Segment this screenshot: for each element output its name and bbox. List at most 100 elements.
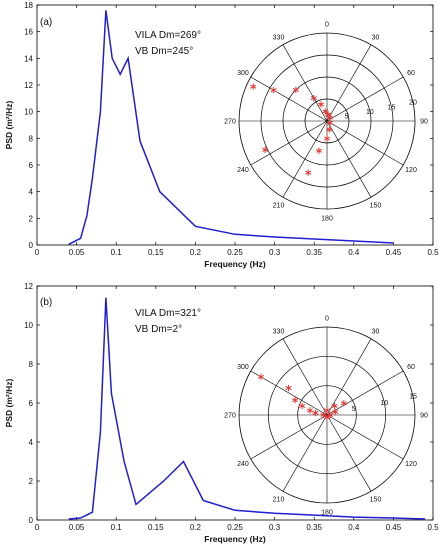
y-ticks-b: 0 2 4 6 8 10 12 bbox=[24, 282, 433, 525]
polar-radial-label: 20 bbox=[409, 100, 417, 107]
y-tick-label: 18 bbox=[24, 1, 33, 10]
polar-marker bbox=[326, 126, 333, 133]
panel-label-a: (a) bbox=[40, 17, 52, 28]
polar-angle-label: 30 bbox=[372, 34, 380, 41]
polar-radial-label: 10 bbox=[380, 400, 388, 407]
y-tick-label: 10 bbox=[24, 321, 33, 330]
polar-angle-label: 330 bbox=[273, 328, 285, 335]
polar-marker bbox=[306, 407, 314, 414]
y-tick-label: 4 bbox=[29, 438, 34, 447]
polar-angle-label: 300 bbox=[237, 70, 249, 77]
polar-marker bbox=[315, 147, 323, 154]
x-tick-label: 0.2 bbox=[190, 523, 202, 532]
panel-a: (a) VILA Dm=269° VB Dm=245° Frequency (H… bbox=[4, 1, 439, 269]
y-tick-label: 4 bbox=[29, 188, 34, 197]
polar-spoke bbox=[326, 414, 372, 492]
polar-angle-label: 210 bbox=[273, 497, 285, 504]
polar-marker bbox=[270, 87, 277, 94]
y-tick-label: 14 bbox=[24, 54, 33, 63]
panel-b: (b) VILA Dm=321° VB Dm=2° Frequency (Hz)… bbox=[4, 282, 439, 544]
x-tick-label: 0.35 bbox=[306, 248, 322, 257]
x-tick-label: 0.15 bbox=[148, 248, 164, 257]
polar-angle-label: 120 bbox=[405, 167, 417, 174]
polar-angle-label: 30 bbox=[372, 328, 380, 335]
x-tick-label: 0.5 bbox=[427, 523, 439, 532]
y-tick-label: 16 bbox=[24, 28, 33, 37]
polar-angle-label: 120 bbox=[405, 461, 417, 468]
polar-radial-label: 5 bbox=[345, 113, 349, 120]
psd-line-a bbox=[68, 10, 394, 245]
x-tick-label: 0.4 bbox=[348, 248, 360, 257]
x-tick-label: 0.15 bbox=[148, 523, 164, 532]
panel-label-b: (b) bbox=[40, 297, 52, 308]
polar-spoke bbox=[326, 120, 404, 166]
x-tick-label: 0.3 bbox=[269, 523, 281, 532]
polar-spoke bbox=[282, 120, 328, 198]
polar-angle-label: 180 bbox=[321, 216, 333, 223]
y-tick-label: 12 bbox=[24, 282, 33, 291]
y-axis-label-b: PSD (m²/Hz) bbox=[4, 379, 14, 428]
polar-angle-label: 150 bbox=[370, 497, 382, 504]
polar-angle-label: 60 bbox=[407, 70, 415, 77]
polar-marker bbox=[299, 402, 306, 410]
polar-spoke bbox=[282, 44, 328, 122]
polar-radial-label: 15 bbox=[409, 394, 417, 401]
polar-marker bbox=[322, 108, 329, 115]
annotation-vb-a: VB Dm=245° bbox=[135, 46, 193, 57]
polar-angle-label: 330 bbox=[273, 34, 285, 41]
x-tick-label: 0.1 bbox=[111, 248, 123, 257]
polar-angle-label: 0 bbox=[325, 316, 329, 323]
y-tick-label: 10 bbox=[24, 108, 33, 117]
polar-spoke bbox=[250, 76, 328, 122]
polar-spoke bbox=[250, 120, 328, 166]
y-tick-label: 2 bbox=[29, 477, 34, 486]
x-tick-label: 0.35 bbox=[306, 523, 322, 532]
x-tick-label: 0 bbox=[35, 248, 40, 257]
polar-spoke bbox=[326, 338, 372, 416]
x-tick-label: 0.25 bbox=[227, 248, 243, 257]
polar-marker bbox=[310, 94, 317, 102]
x-axis-label-b: Frequency (Hz) bbox=[204, 534, 266, 544]
polar-angle-label: 180 bbox=[321, 510, 333, 517]
polar-marker bbox=[340, 400, 347, 407]
x-ticks-b: 0 0.05 0.1 0.15 0.2 0.25 0.3 0.35 0.4 0.45 0.5 bbox=[35, 286, 439, 532]
x-tick-label: 0.4 bbox=[348, 523, 360, 532]
x-ticks-a: 0 0.05 0.1 0.15 0.2 0.25 0.3 0.35 0.4 0.45 0.5 bbox=[35, 5, 439, 257]
polar-spoke bbox=[326, 120, 372, 198]
polar-radial-label: 15 bbox=[388, 104, 396, 111]
polar-marker bbox=[323, 407, 331, 414]
polar-angle-label: 270 bbox=[224, 119, 236, 126]
polar-angle-label: 150 bbox=[370, 203, 382, 210]
polar-marker bbox=[332, 408, 339, 416]
polar-angle-label: 240 bbox=[237, 461, 249, 468]
polar-spoke bbox=[326, 44, 372, 122]
polar-angle-label: 60 bbox=[407, 364, 415, 371]
polar-inset-a: 5 10 15 20 0 30 60 90 120 150 180 210 240 270 300 330 bbox=[224, 22, 428, 223]
polar-marker bbox=[331, 402, 338, 410]
annotation-vb-b: VB Dm=2° bbox=[135, 324, 182, 335]
polar-radial-label: 10 bbox=[366, 109, 374, 116]
polar-angle-label: 210 bbox=[273, 203, 285, 210]
x-tick-label: 0.1 bbox=[111, 523, 123, 532]
polar-marker bbox=[292, 86, 299, 94]
polar-spoke bbox=[250, 414, 328, 460]
x-tick-label: 0.3 bbox=[269, 248, 281, 257]
y-tick-label: 8 bbox=[29, 134, 34, 143]
polar-spoke bbox=[282, 338, 328, 416]
polar-angle-label: 0 bbox=[325, 22, 329, 29]
y-tick-label: 8 bbox=[29, 360, 34, 369]
polar-spoke bbox=[326, 414, 404, 460]
annotation-vila-a: VILA Dm=269° bbox=[135, 30, 201, 41]
polar-marker bbox=[257, 373, 264, 381]
polar-marker bbox=[285, 384, 292, 392]
polar-marker bbox=[292, 396, 299, 404]
psd-line-b bbox=[68, 297, 426, 520]
y-tick-label: 6 bbox=[29, 399, 34, 408]
polar-marker bbox=[305, 169, 312, 176]
y-axis-label-a: PSD (m²/Hz) bbox=[4, 101, 14, 150]
y-tick-label: 6 bbox=[29, 161, 34, 170]
polar-angle-label: 240 bbox=[237, 167, 249, 174]
x-tick-label: 0.5 bbox=[427, 248, 439, 257]
